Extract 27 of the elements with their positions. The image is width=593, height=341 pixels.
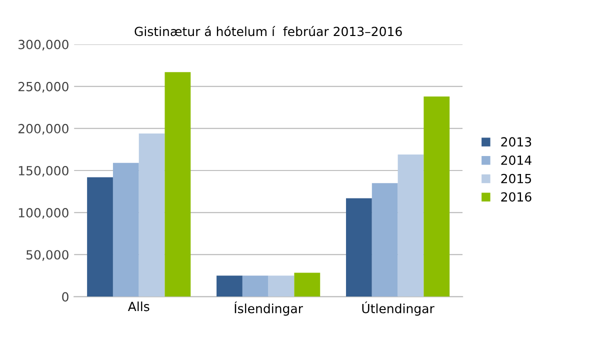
bar: [138, 133, 165, 297]
bar: [294, 272, 320, 297]
bar: [398, 154, 424, 297]
y-tick-label: 50,000: [26, 250, 68, 261]
chart-title: Gistinætur á hótelum í febrúar 2013–2016: [134, 26, 402, 36]
bar: [268, 276, 294, 297]
bar: [87, 177, 113, 297]
y-tick-label: 0: [62, 292, 68, 302]
bar: [346, 198, 372, 297]
x-tick-label: Íslendingar: [234, 302, 304, 316]
x-tick-label: Alls: [128, 302, 150, 312]
bar: [216, 276, 242, 297]
y-tick-label: 200,000: [18, 124, 68, 135]
legend-label: 2014: [501, 156, 532, 165]
bar: [372, 183, 398, 297]
bar: [424, 96, 450, 297]
legend-label: 2013: [501, 137, 532, 147]
x-tick-label: Útlendingar: [362, 302, 434, 316]
bar: [164, 72, 191, 297]
y-tick-label: 100,000: [18, 208, 68, 219]
y-tick-label: 150,000: [18, 166, 68, 177]
legend-label: 2015: [501, 174, 532, 184]
bar: [242, 276, 268, 297]
bar: [112, 162, 139, 297]
y-tick-label: 300,000: [18, 40, 68, 51]
legend-label: 2016: [501, 192, 532, 202]
y-tick-label: 250,000: [18, 82, 68, 93]
